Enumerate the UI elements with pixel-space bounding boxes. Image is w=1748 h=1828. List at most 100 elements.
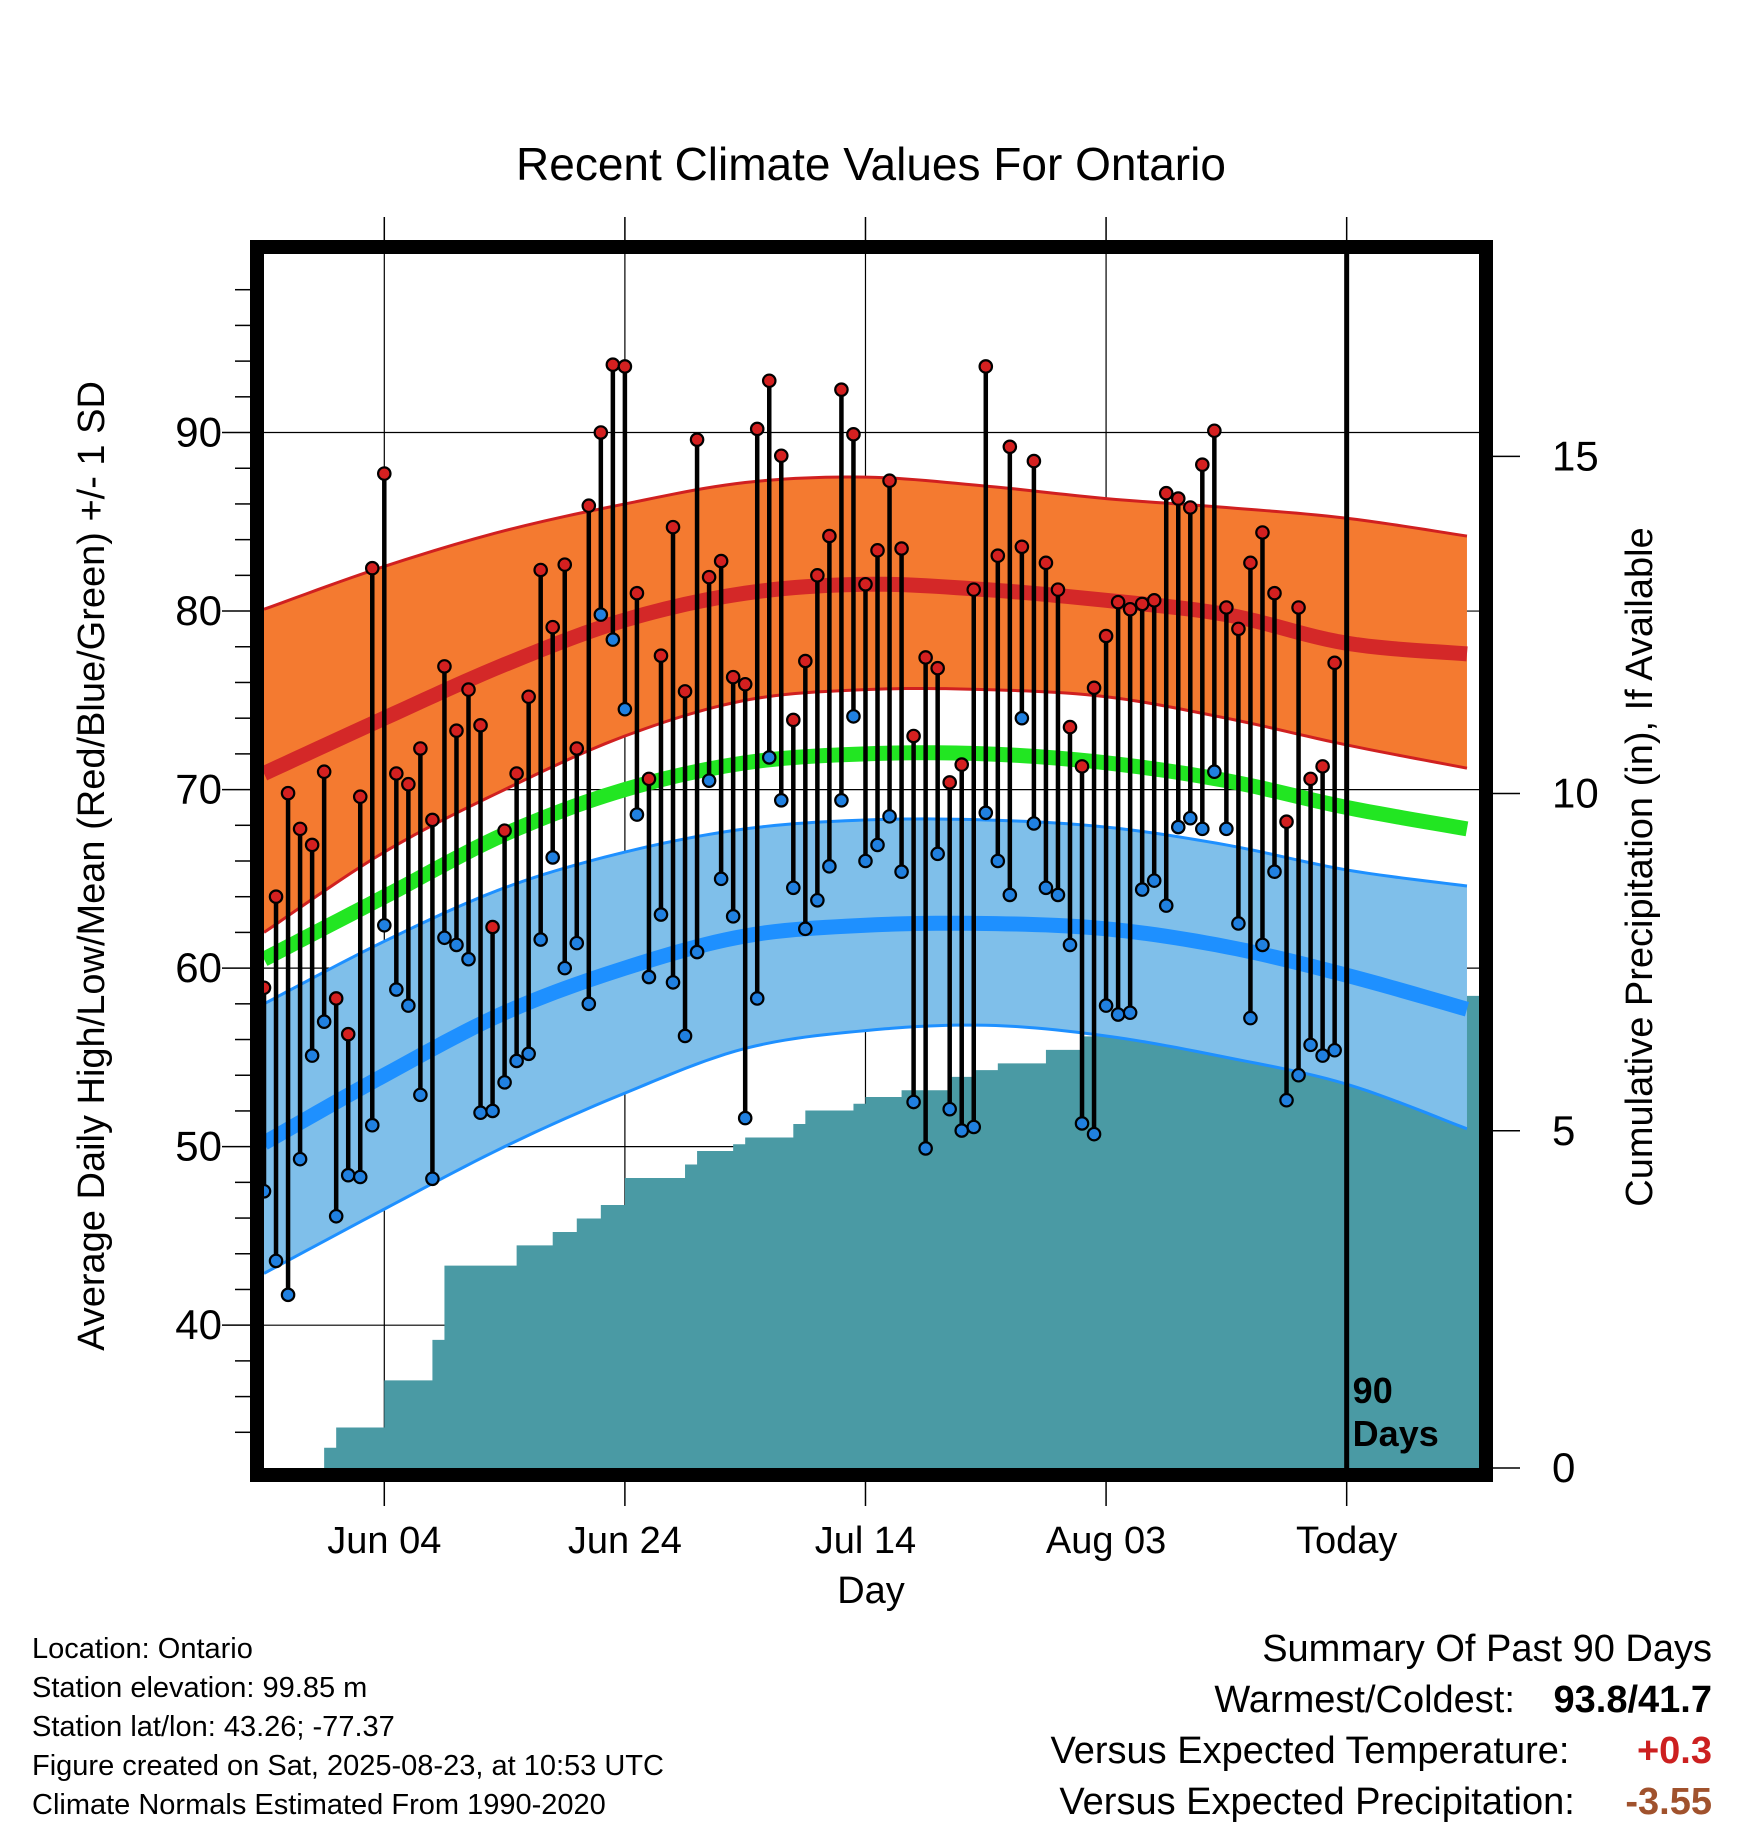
low-dot (437, 930, 452, 946)
high-dot (1315, 759, 1330, 774)
high-dot (521, 689, 536, 705)
daily-dots (264, 357, 1342, 1303)
y2-axis-label: Cumulative Precipitation (in), If Availa… (1619, 527, 1661, 1206)
high-dot (1134, 596, 1150, 612)
high-dot (473, 718, 488, 733)
low-dot (665, 975, 681, 990)
high-dot (425, 812, 440, 828)
high-dot (1243, 555, 1258, 571)
high-dot (1170, 491, 1186, 506)
high-dot (773, 448, 789, 464)
plot-area (264, 357, 1479, 1468)
high-dot (1158, 485, 1174, 501)
low-dot (376, 917, 392, 933)
high-dot (485, 919, 500, 935)
y2-tick-label: 0 (1552, 1444, 1575, 1491)
low-dot (1219, 821, 1234, 837)
high-dot (376, 466, 392, 481)
high-dot (834, 382, 849, 397)
high-dot (461, 682, 476, 697)
low-dot (340, 1167, 356, 1183)
low-dot (280, 1287, 296, 1303)
low-dot (557, 960, 573, 976)
high-dot (978, 359, 994, 374)
low-dot (1086, 1126, 1102, 1142)
high-dot (930, 660, 945, 676)
x-axis-label: Day (837, 1570, 905, 1612)
y-tick-label: 90 (175, 409, 222, 456)
high-dot (1279, 814, 1294, 830)
x-tick-label: Aug 03 (1046, 1520, 1166, 1562)
high-dot (1074, 759, 1090, 774)
y2-tick-label: 10 (1552, 770, 1599, 817)
low-dot (882, 809, 897, 824)
location-text: Location: Ontario (32, 1633, 253, 1665)
high-dot (605, 357, 621, 372)
high-dot (1146, 593, 1162, 608)
low-dot (1327, 1042, 1342, 1058)
low-dot (1062, 937, 1078, 953)
low-dot (725, 909, 741, 924)
high-dot (449, 723, 464, 738)
low-dot (1074, 1116, 1090, 1131)
warm-cold-value: 93.8/41.7 (1554, 1675, 1713, 1726)
low-dot (798, 921, 813, 937)
low-dot (364, 1117, 380, 1133)
high-dot (437, 659, 452, 674)
low-dot (713, 871, 729, 887)
low-dot (497, 1075, 512, 1090)
high-dot (497, 823, 512, 838)
low-dot (268, 1253, 284, 1269)
high-dot (617, 359, 633, 374)
high-dot (677, 684, 693, 699)
high-dot (870, 543, 885, 558)
elevation-text: Station elevation: 99.85 m (32, 1672, 368, 1704)
low-dot (834, 792, 849, 808)
high-dot (966, 582, 982, 597)
high-dot (389, 766, 404, 781)
low-normal-band-lower-edge (264, 1023, 1468, 1275)
high-dot (1062, 719, 1078, 735)
normals-text: Climate Normals Estimated From 1990-2020 (32, 1789, 606, 1821)
low-dot (786, 880, 801, 896)
low-dot (1050, 887, 1066, 903)
high-dot (665, 519, 681, 535)
low-dot (629, 807, 645, 822)
high-dot (906, 728, 921, 744)
low-dot (810, 892, 825, 908)
low-dot (569, 935, 585, 951)
low-dot (1014, 710, 1030, 726)
high-dot (352, 789, 368, 805)
high-dot (569, 741, 585, 756)
low-dot (1002, 887, 1018, 903)
low-dot (1098, 998, 1114, 1013)
low-dot (906, 1094, 921, 1110)
low-dot (401, 998, 416, 1013)
high-dot (1195, 457, 1210, 472)
high-dot (641, 771, 657, 787)
low-dot (870, 837, 885, 853)
x-tick-label: Jul 14 (815, 1520, 916, 1562)
high-dot (653, 648, 669, 663)
high-dot (810, 568, 825, 583)
low-dot (701, 773, 717, 788)
low-dot (653, 907, 669, 922)
high-dot (894, 541, 909, 556)
high-dot (304, 837, 320, 853)
warm-cold-row: Warmest/Coldest: 93.8/41.7 (812, 1675, 1712, 1726)
low-dot (1146, 873, 1162, 888)
precip-label: Versus Expected Precipitation: (1059, 1781, 1575, 1823)
high-dot (533, 562, 548, 578)
high-dot (689, 432, 705, 447)
high-dot (1255, 525, 1270, 540)
low-dot (1170, 819, 1186, 835)
today-label-days-count: 90 (1353, 1370, 1393, 1411)
high-dot (701, 569, 717, 585)
high-dot (725, 669, 741, 685)
low-dot (1303, 1037, 1318, 1053)
high-dot (557, 557, 573, 572)
summary-panel: Summary Of Past 90 Days Warmest/Coldest:… (812, 1624, 1712, 1828)
high-dot (786, 712, 801, 728)
summary-heading: Summary Of Past 90 Days (1262, 1628, 1712, 1670)
y-tick-label: 50 (175, 1123, 222, 1170)
